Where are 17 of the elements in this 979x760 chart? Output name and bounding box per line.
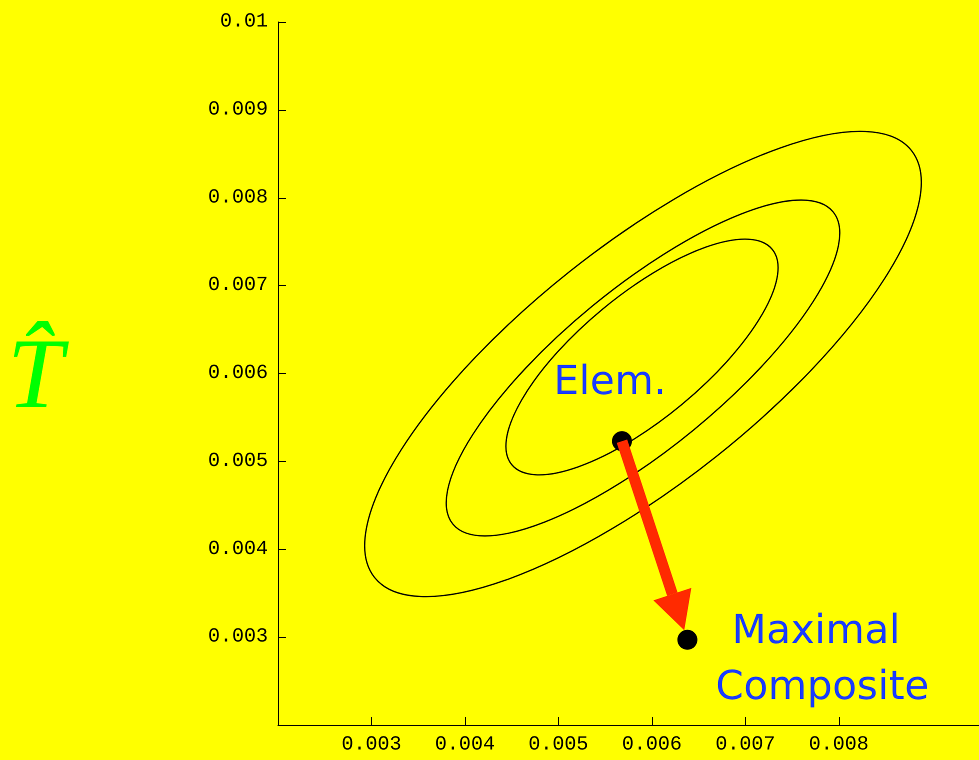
- x-tick-label: 0.003: [341, 734, 402, 756]
- x-tick-label: 0.005: [528, 734, 588, 756]
- annotation: Maximal Composite: [716, 606, 930, 709]
- y-tick-label: 0.005: [208, 450, 268, 473]
- y-tick-label: 0.004: [208, 538, 268, 561]
- y-tick-label: 0.008: [208, 186, 268, 210]
- x-tick-label: 0.008: [808, 734, 869, 756]
- y-tick-label: 0.003: [208, 626, 268, 649]
- x-tick-label: 0.007: [715, 734, 776, 756]
- y-tick-label: 0.01: [220, 10, 268, 34]
- x-tick-label: 0.006: [622, 734, 682, 756]
- annotation: Elem.: [554, 358, 666, 404]
- y-axis-title: T̂: [7, 318, 70, 429]
- y-tick-label: 0.007: [208, 274, 268, 298]
- y-tick-label: 0.006: [208, 362, 268, 385]
- y-tick-label: 0.009: [208, 98, 268, 122]
- x-tick-label: 0.004: [434, 734, 495, 756]
